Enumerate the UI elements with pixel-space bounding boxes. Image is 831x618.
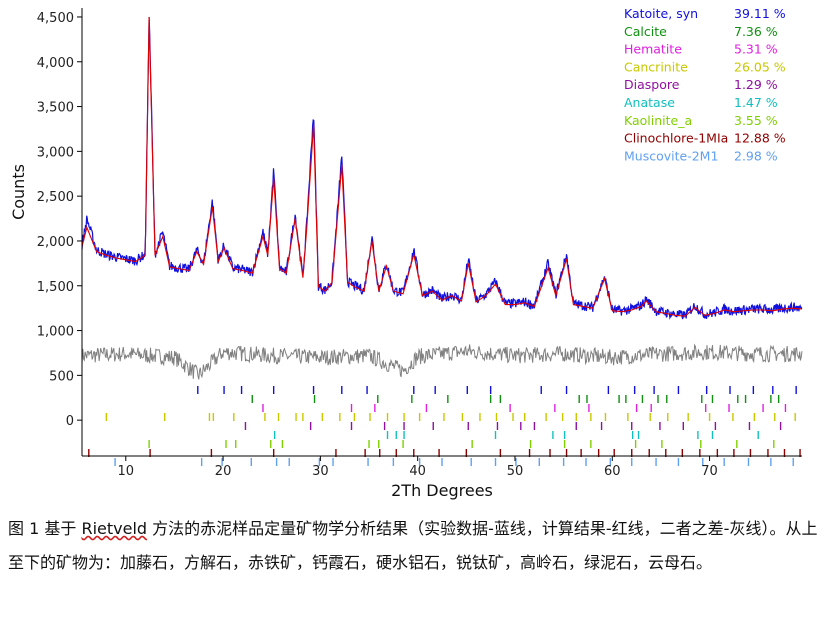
xrd-chart: 0 500 1,000 1,500 2,000 2,500 3,000 3,500 4,000 4… bbox=[9, 6, 803, 500]
x-tick-label: 70 bbox=[701, 464, 718, 479]
y-tick-label: 500 bbox=[49, 369, 74, 384]
caption-label: 图 1 基于 bbox=[8, 519, 82, 538]
legend-entry-percent: 26.05 % bbox=[734, 59, 786, 74]
x-tick-label: 10 bbox=[118, 464, 135, 479]
y-tick-label: 3,500 bbox=[37, 101, 74, 116]
legend-entry-percent: 1.47 % bbox=[734, 95, 778, 110]
legend-entry-percent: 1.29 % bbox=[734, 77, 778, 92]
legend-entry-name: Calcite bbox=[624, 24, 667, 39]
y-tick-label: 2,500 bbox=[37, 190, 74, 205]
x-axis-label: 2Th Degrees bbox=[391, 481, 493, 500]
observed-line bbox=[81, 16, 803, 320]
legend-entry-name: Anatase bbox=[624, 95, 675, 110]
legend-entry-name: Hematite bbox=[624, 42, 682, 57]
x-tick-label: 20 bbox=[215, 464, 232, 479]
y-tick-label: 1,000 bbox=[37, 325, 74, 340]
y-tick-label: 3,000 bbox=[37, 145, 74, 160]
legend-entry-name: Kaolinite_a bbox=[624, 113, 692, 128]
caption-method: Rietveld bbox=[81, 519, 148, 538]
legend-entry-percent: 3.55 % bbox=[734, 113, 778, 128]
x-tick-label: 60 bbox=[604, 464, 621, 479]
y-tick-label: 0 bbox=[66, 414, 74, 429]
y-axis-label: Counts bbox=[9, 164, 28, 220]
caption-text: 方法的赤泥样品定量矿物学分析结果（实验数据-蓝线，计算结果-红线，二者之差-灰线… bbox=[8, 519, 818, 572]
y-tick-label: 4,500 bbox=[37, 11, 74, 26]
legend-entry-name: Diaspore bbox=[624, 77, 680, 92]
x-tick-label: 50 bbox=[507, 464, 524, 479]
legend-entry-name: Muscovite-2M1 bbox=[624, 148, 718, 163]
figure-caption: 图 1 基于 Rietveld 方法的赤泥样品定量矿物学分析结果（实验数据-蓝线… bbox=[8, 512, 823, 580]
y-tick-label: 4,000 bbox=[37, 56, 74, 71]
legend-entry-percent: 7.36 % bbox=[734, 24, 778, 39]
plot-area bbox=[81, 16, 803, 466]
legend: Katoite, syn 39.11 % Calcite 7.36 % Hematite… bbox=[624, 6, 786, 163]
legend-entry-percent: 39.11 % bbox=[734, 6, 786, 21]
legend-entry-percent: 12.88 % bbox=[734, 131, 786, 146]
x-tick-label: 40 bbox=[409, 464, 426, 479]
x-tick-label: 30 bbox=[312, 464, 329, 479]
legend-entry-percent: 5.31 % bbox=[734, 42, 778, 57]
legend-entry-name: Clinochlore-1MIa bbox=[624, 131, 728, 146]
legend-entry-percent: 2.98 % bbox=[734, 148, 778, 163]
axes: 0 500 1,000 1,500 2,000 2,500 3,000 3,500 4,000 4… bbox=[9, 8, 802, 500]
legend-entry-name: Cancrinite bbox=[624, 59, 688, 74]
difference-line bbox=[81, 343, 803, 380]
calculated-line bbox=[81, 16, 803, 317]
y-tick-label: 1,500 bbox=[37, 280, 74, 295]
y-tick-label: 2,000 bbox=[37, 235, 74, 250]
legend-entry-name: Katoite, syn bbox=[624, 6, 698, 21]
